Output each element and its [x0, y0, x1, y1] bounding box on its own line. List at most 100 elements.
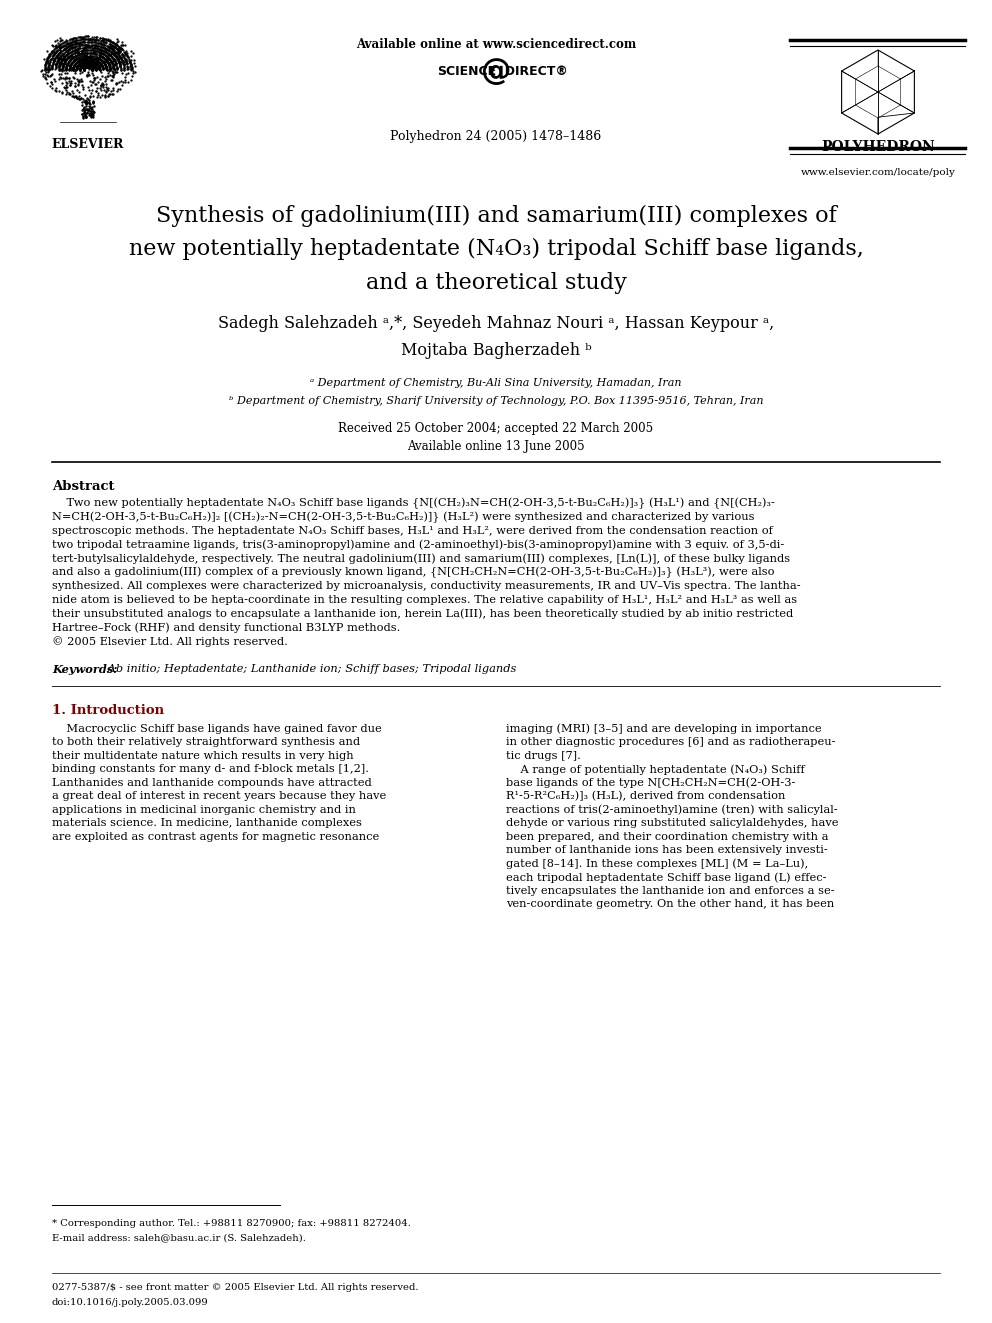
Point	[56, 77, 71, 98]
Point	[73, 29, 89, 50]
Point	[106, 33, 122, 54]
Point	[69, 33, 85, 54]
Point	[90, 44, 106, 65]
Point	[65, 57, 81, 78]
Point	[77, 107, 93, 128]
Point	[88, 28, 104, 49]
Point	[76, 57, 92, 78]
Point	[110, 46, 126, 67]
Point	[69, 56, 85, 77]
Point	[68, 41, 84, 62]
Point	[95, 48, 111, 69]
Point	[78, 56, 94, 77]
Point	[80, 40, 96, 61]
Point	[72, 57, 88, 78]
Point	[82, 50, 98, 71]
Point	[102, 58, 118, 79]
Point	[108, 53, 124, 74]
Point	[107, 36, 123, 57]
Point	[101, 44, 117, 65]
Point	[59, 54, 74, 75]
Point	[86, 29, 102, 50]
Point	[76, 40, 92, 61]
Point	[88, 66, 104, 87]
Point	[86, 56, 102, 77]
Point	[78, 34, 94, 56]
Point	[103, 34, 119, 56]
Point	[67, 42, 83, 64]
Point	[93, 49, 109, 70]
Point	[66, 54, 82, 75]
Point	[62, 56, 78, 77]
Point	[89, 54, 105, 75]
Point	[71, 70, 87, 91]
Point	[84, 57, 100, 78]
Point	[85, 91, 101, 112]
Point	[77, 57, 93, 78]
Point	[87, 48, 103, 69]
Point	[94, 46, 110, 67]
Point	[78, 56, 94, 77]
Point	[65, 60, 81, 81]
Point	[97, 37, 113, 58]
Point	[61, 38, 76, 60]
Point	[63, 48, 79, 69]
Point	[67, 33, 83, 54]
Point	[74, 94, 90, 115]
Point	[73, 33, 89, 54]
Point	[46, 40, 62, 61]
Point	[73, 34, 89, 56]
Point	[49, 37, 64, 58]
Point	[85, 54, 101, 75]
Point	[85, 103, 101, 124]
Point	[88, 46, 104, 67]
Point	[100, 83, 116, 105]
Point	[88, 50, 104, 71]
Point	[55, 48, 70, 69]
Point	[63, 44, 79, 65]
Point	[102, 49, 118, 70]
Point	[74, 106, 90, 127]
Point	[77, 50, 93, 71]
Point	[88, 29, 104, 50]
Point	[100, 40, 116, 61]
Point	[88, 58, 104, 79]
Point	[75, 45, 91, 66]
Point	[79, 53, 95, 74]
Point	[43, 50, 59, 71]
Point	[92, 41, 108, 62]
Point	[77, 34, 93, 56]
Point	[60, 77, 75, 98]
Point	[83, 50, 99, 71]
Point	[105, 78, 121, 99]
Point	[82, 57, 98, 78]
Point	[104, 52, 120, 73]
Point	[74, 52, 90, 73]
Point	[53, 64, 68, 85]
Point	[51, 58, 66, 79]
Point	[76, 58, 92, 79]
Point	[83, 106, 99, 127]
Point	[59, 34, 74, 56]
Point	[84, 52, 100, 73]
Point	[63, 28, 79, 49]
Point	[83, 105, 99, 126]
Point	[62, 33, 77, 54]
Point	[85, 67, 101, 89]
Point	[118, 44, 134, 65]
Point	[70, 50, 86, 71]
Point	[84, 58, 100, 79]
Point	[89, 54, 105, 75]
Point	[106, 44, 122, 65]
Point	[94, 56, 110, 77]
Point	[97, 86, 113, 107]
Point	[66, 36, 82, 57]
Point	[69, 52, 85, 73]
Point	[103, 60, 119, 81]
Point	[57, 42, 72, 64]
Point	[97, 29, 113, 50]
Point	[105, 57, 121, 78]
Point	[81, 56, 97, 77]
Point	[62, 36, 77, 57]
Point	[105, 50, 121, 71]
